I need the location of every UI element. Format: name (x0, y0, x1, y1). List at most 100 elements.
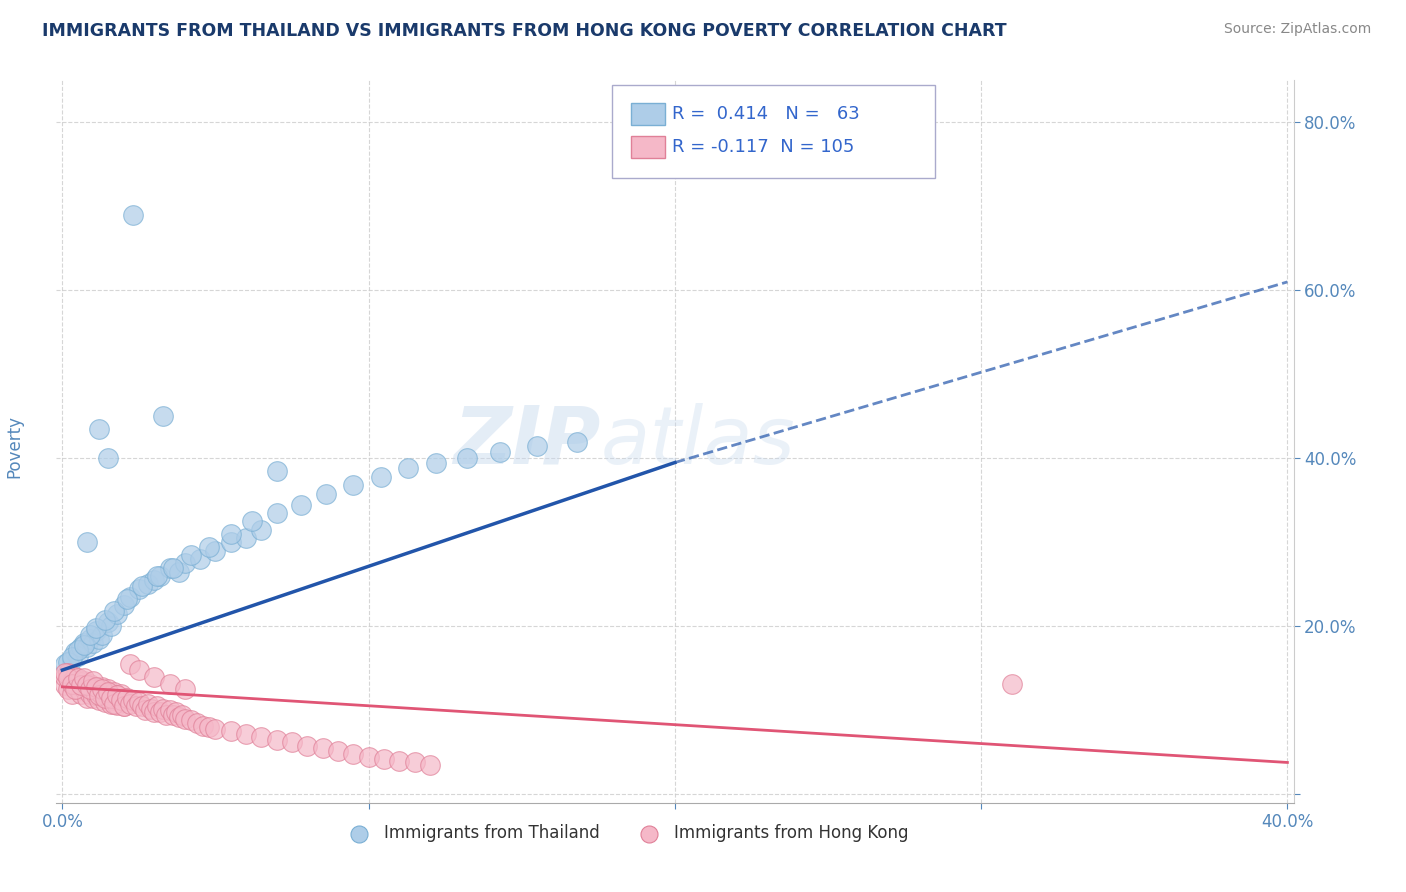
Point (526, 439, 548, 453)
Point (1001, 676, 1024, 690)
Point (69, 678, 91, 692)
Point (82, 636, 104, 650)
Point (235, 727, 257, 741)
Point (91, 682, 114, 697)
Point (82, 682, 104, 697)
Point (94, 613, 117, 627)
Point (167, 565, 190, 579)
Point (69, 678, 91, 692)
Point (76, 640, 98, 655)
Point (128, 582, 150, 596)
Point (94, 690, 117, 705)
Point (66, 673, 89, 688)
Point (63, 644, 86, 658)
Point (143, 670, 166, 684)
Point (173, 682, 195, 697)
Point (134, 703, 156, 717)
Point (370, 470, 392, 484)
Point (97, 615, 120, 630)
Point (107, 688, 129, 702)
Point (82, 673, 104, 688)
Point (60, 673, 83, 688)
Point (63, 670, 86, 684)
Point (76, 678, 98, 692)
Point (159, 703, 181, 717)
Point (131, 699, 153, 714)
Point (342, 747, 364, 761)
Point (60, 650, 83, 665)
Point (76, 690, 98, 705)
Point (69, 687, 91, 701)
Point (66, 672, 89, 686)
Point (84, 680, 107, 694)
Point (170, 707, 193, 722)
Point (204, 543, 226, 558)
Point (103, 604, 125, 618)
Point (121, 208, 143, 222)
Point (97, 682, 120, 697)
Point (103, 685, 125, 699)
Text: ZIP: ZIP (453, 402, 600, 481)
Point (112, 690, 135, 705)
Point (250, 523, 273, 537)
Point (165, 705, 187, 719)
Point (159, 676, 181, 690)
Point (128, 663, 150, 677)
Point (100, 697, 122, 711)
Point (173, 557, 195, 571)
Point (125, 699, 148, 714)
Point (118, 657, 141, 672)
Point (326, 744, 349, 758)
Point (266, 464, 288, 478)
Point (198, 540, 221, 554)
Point (290, 498, 312, 512)
Point (66, 648, 89, 663)
Point (373, 752, 395, 766)
Point (489, 444, 512, 458)
Point (312, 741, 335, 756)
Legend: Immigrants from Thailand, Immigrants from Hong Kong: Immigrants from Thailand, Immigrants fro… (335, 817, 915, 848)
Point (60, 687, 83, 701)
Text: Source: ZipAtlas.com: Source: ZipAtlas.com (1223, 22, 1371, 37)
Point (94, 685, 117, 699)
Point (73, 638, 96, 652)
Point (219, 724, 242, 739)
Point (100, 619, 122, 633)
Point (162, 560, 184, 574)
Point (315, 486, 337, 500)
Point (87, 693, 110, 707)
Point (73, 672, 96, 686)
Point (131, 579, 153, 593)
Point (58, 665, 80, 680)
Point (118, 590, 141, 604)
Point (128, 695, 150, 709)
Point (79, 628, 101, 642)
Point (146, 699, 169, 714)
Point (143, 705, 166, 719)
Point (136, 697, 159, 711)
Point (58, 655, 80, 669)
Point (250, 731, 273, 745)
Point (198, 720, 221, 734)
Point (115, 690, 138, 705)
Point (100, 690, 122, 705)
Point (76, 680, 98, 694)
Point (152, 409, 174, 424)
Point (73, 682, 96, 697)
Point (87, 422, 110, 436)
Point (55, 670, 77, 684)
Point (167, 710, 190, 724)
Point (63, 678, 86, 692)
Point (110, 695, 132, 709)
Point (240, 514, 263, 528)
Point (84, 680, 107, 694)
Point (112, 699, 135, 714)
Point (84, 624, 107, 638)
Point (91, 688, 114, 702)
Point (69, 640, 91, 655)
Point (425, 456, 447, 470)
Point (146, 569, 169, 583)
Point (79, 682, 101, 697)
Point (103, 693, 125, 707)
Point (66, 682, 89, 697)
